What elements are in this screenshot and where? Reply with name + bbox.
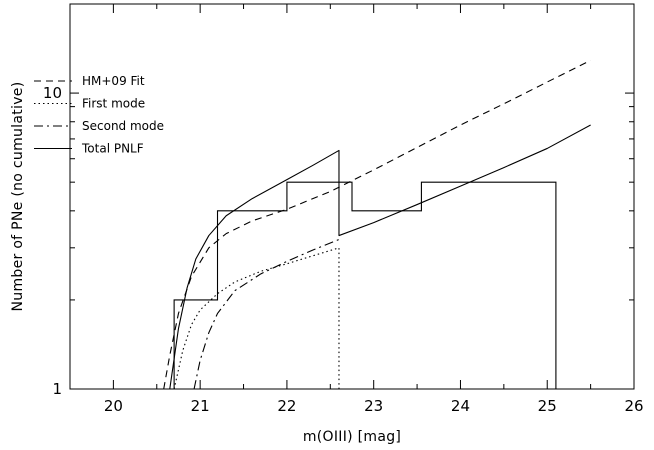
legend-label: Second mode [82,119,164,133]
x-tick-label: 25 [538,397,557,415]
x-tick-label: 20 [104,397,123,415]
x-tick-label: 26 [624,397,643,415]
legend: HM+09 Fit First mode Second mode Total PNLF [34,74,164,156]
series-layer [163,59,591,389]
x-axis-title: m(OIII) [mag] [303,429,401,445]
x-tick-label: 23 [364,397,383,415]
legend-label: Total PNLF [81,142,144,156]
legend-label: First mode [82,97,145,111]
series-second-mode-line [193,239,340,389]
x-tick-label: 22 [277,397,296,415]
axis-layer: 20 21 22 23 24 25 26 1 10 [43,3,644,415]
x-tick-label: 21 [191,397,210,415]
y-tick-label: 1 [52,380,62,398]
histogram-bars [173,181,557,389]
histogram-layer [173,181,557,389]
y-tick-label: 10 [43,84,62,102]
legend-label: HM+09 Fit [82,74,145,88]
x-tick-label: 24 [451,397,470,415]
y-axis-title: Number of PNe (no cumulative) [10,82,26,312]
series-hm-09-fit-line [163,59,591,389]
series-total-pnlf-line [169,124,591,389]
plot-frame [69,3,635,390]
